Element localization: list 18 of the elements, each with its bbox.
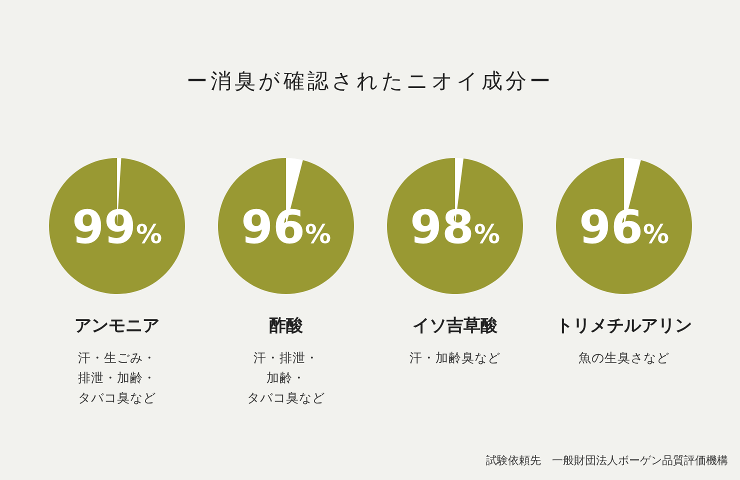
data-label: 96%	[578, 200, 670, 254]
data-label: 96%	[240, 200, 332, 254]
pie-slice	[556, 158, 692, 294]
pie-slice	[218, 158, 354, 294]
text: 酢酸	[269, 316, 304, 336]
text: 魚の生臭さなど	[578, 350, 670, 365]
pie-slice	[387, 158, 523, 294]
text: 汗・排泄・加齢・タバコ臭など	[247, 350, 325, 405]
text: トリメチルアリン	[556, 316, 692, 336]
text: 汗・加齢臭など	[410, 350, 500, 365]
text: イソ吉草酸	[412, 316, 498, 336]
text: アンモニア	[74, 316, 160, 336]
data-label: 98%	[410, 200, 500, 254]
text: ー消臭が確認されたニオイ成分ー	[186, 69, 554, 93]
text: 試験依頼先 一般財団法人ボーゲン品質評価機構	[486, 454, 728, 467]
data-label: 99%	[72, 200, 162, 254]
pie-slice	[49, 158, 185, 294]
text: 汗・生ごみ・排泄・加齢・タバコ臭など	[78, 350, 156, 405]
